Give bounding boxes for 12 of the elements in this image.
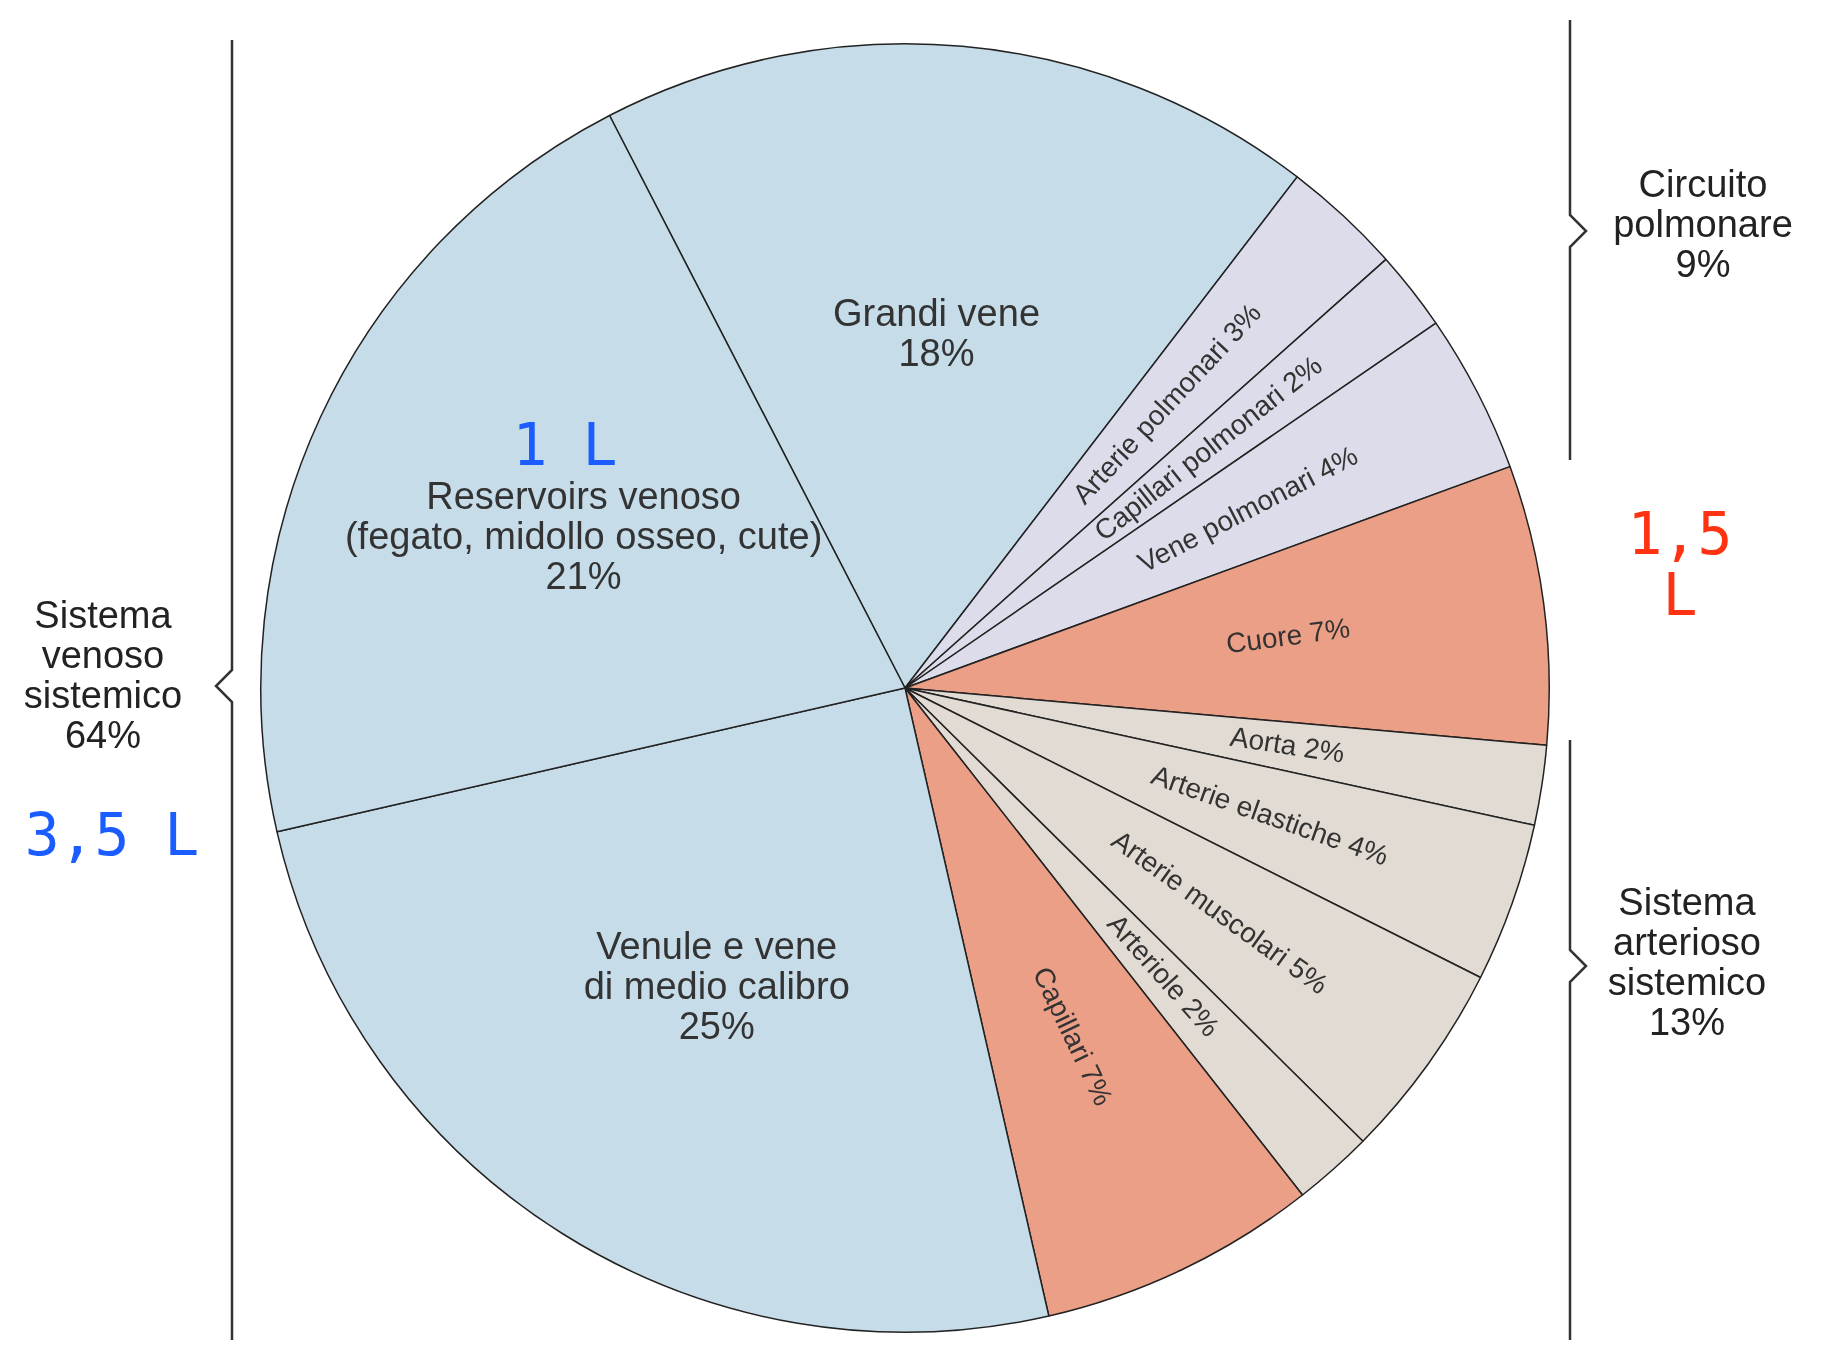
text: 3,5 L	[24, 800, 200, 869]
data-label: 21%	[545, 555, 622, 598]
slice-label: Grandi vene	[832, 291, 1041, 334]
data-label: 25%	[678, 1004, 755, 1047]
slice-label: Aorta 2%	[1228, 720, 1347, 769]
text: Sistema venoso sistemico 64%	[23, 594, 183, 756]
data-label: 18%	[898, 331, 975, 374]
slice-label: Venule e vene di medio calibro	[583, 924, 850, 1007]
slice-label: Cuore 7%	[1224, 612, 1352, 660]
text: 1,5 L	[1626, 500, 1734, 629]
text: Circuito polmonare 9%	[1613, 163, 1793, 285]
text: Sistema arterioso sistemico 13%	[1607, 881, 1767, 1043]
